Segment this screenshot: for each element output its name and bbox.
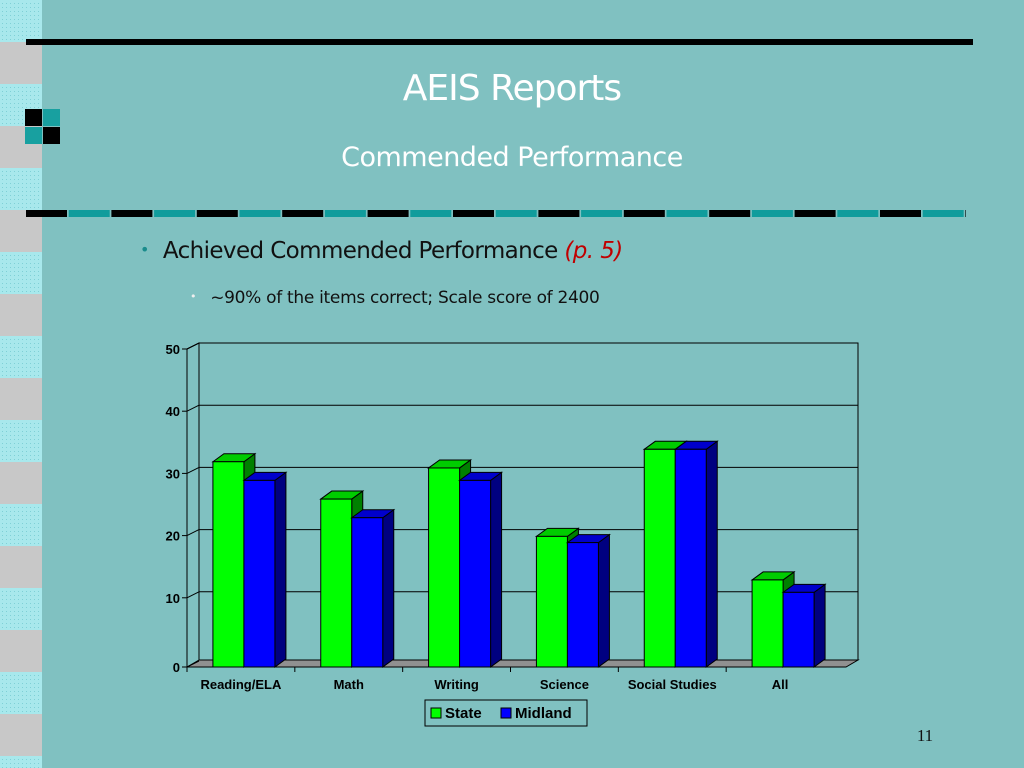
page-number: 11 bbox=[916, 726, 934, 745]
slide-subtitle: Commended Performance bbox=[341, 142, 683, 173]
bullet-sub-text: ~90% of the items correct; Scale score o… bbox=[210, 288, 600, 308]
bullet-main-text: Achieved Commended Performance bbox=[162, 238, 565, 264]
legend-swatch-state bbox=[430, 707, 442, 719]
gridline-side bbox=[186, 660, 200, 668]
legend-label-state: State bbox=[445, 705, 482, 722]
dashed-divider bbox=[26, 210, 966, 217]
bar-midland-social-studies bbox=[673, 440, 719, 668]
legend-label-midland: Midland bbox=[515, 705, 572, 722]
chart-side-wall bbox=[186, 342, 200, 668]
chart-legend: State Midland bbox=[424, 699, 588, 727]
bullet-dot: • bbox=[140, 240, 149, 259]
bar-midland-science bbox=[565, 533, 611, 668]
gridline-side bbox=[186, 591, 200, 599]
y-tick-label: 20 bbox=[166, 529, 180, 544]
x-tick-label: All bbox=[772, 677, 789, 692]
x-tick-label: Science bbox=[540, 677, 589, 692]
bar-chart: 0 10 20 30 40 50 Reading/ELA Math Writing Science… bbox=[166, 342, 860, 727]
y-tick-label: 10 bbox=[166, 591, 180, 606]
gridline-side bbox=[186, 466, 200, 474]
y-tick-label: 30 bbox=[166, 466, 180, 481]
slide-title: AEIS Reports bbox=[402, 68, 622, 109]
page-reference: (p. 5) bbox=[564, 238, 623, 264]
gridline-side bbox=[186, 529, 200, 537]
chart-plot-area bbox=[198, 342, 859, 661]
gridline-side bbox=[186, 404, 200, 412]
bullet-main: • Achieved Commended Performance (p. 5) bbox=[140, 238, 623, 264]
gridline-side bbox=[186, 342, 200, 350]
y-tick-label: 0 bbox=[173, 660, 180, 675]
y-tick-label: 40 bbox=[166, 404, 180, 419]
bar-midland-math bbox=[350, 508, 396, 668]
x-tick-label: Writing bbox=[434, 677, 479, 692]
left-stripe-decoration bbox=[0, 0, 42, 768]
bullet-sub: • ~90% of the items correct; Scale score … bbox=[190, 288, 600, 308]
x-tick-label: Reading/ELA bbox=[200, 677, 282, 692]
x-tick-label: Social Studies bbox=[628, 677, 717, 692]
bar-midland-writing bbox=[458, 471, 504, 668]
top-rule bbox=[26, 39, 973, 45]
title-square-decoration bbox=[25, 109, 60, 144]
bar-midland-all bbox=[781, 583, 827, 668]
bar-midland-reading-ela bbox=[242, 471, 288, 668]
x-tick-label: Math bbox=[334, 677, 364, 692]
legend-swatch-midland bbox=[500, 707, 512, 719]
y-tick-label: 50 bbox=[166, 342, 180, 357]
bullet-dot: • bbox=[190, 290, 197, 303]
